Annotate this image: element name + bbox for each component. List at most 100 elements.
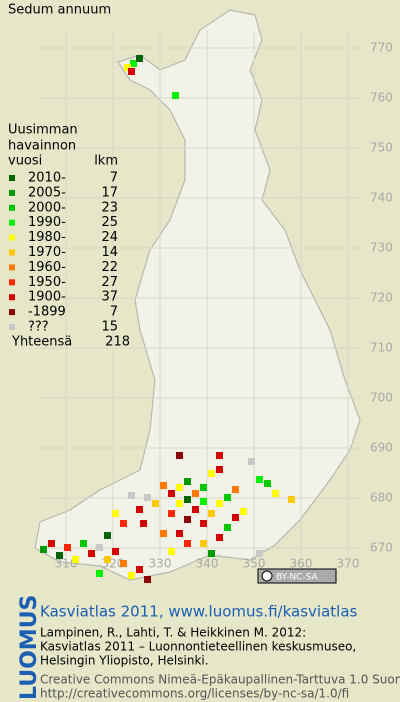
observation-square <box>152 500 159 507</box>
observation-square <box>112 548 119 555</box>
citation: Lampinen, R., Lahti, T. & Heikkinen M. 2… <box>40 626 306 640</box>
observation-square <box>272 490 279 497</box>
observation-square <box>112 510 119 517</box>
legend-count: 37 <box>101 290 118 305</box>
observation-square <box>208 550 215 557</box>
observation-square <box>144 494 151 501</box>
legend-label: 1970- <box>28 245 66 260</box>
badge-text: BY-NC-SA <box>276 573 319 583</box>
legend-count: 7 <box>110 305 118 320</box>
observation-square <box>176 530 183 537</box>
observation-square <box>200 540 207 547</box>
observation-square <box>136 506 143 513</box>
observation-square <box>72 556 79 563</box>
license-badge: BY-NC-SA <box>257 568 337 584</box>
total-label: Yhteensä <box>11 335 72 350</box>
observation-square <box>208 470 215 477</box>
y-label: 680 <box>370 491 393 505</box>
observation-square <box>184 540 191 547</box>
observation-square <box>128 68 135 75</box>
observation-square <box>200 520 207 527</box>
legend-swatch <box>9 189 15 196</box>
finland-outline <box>34 9 361 581</box>
observation-square <box>216 500 223 507</box>
observation-square <box>232 486 239 493</box>
observation-square <box>168 548 175 555</box>
observation-square <box>88 550 95 557</box>
total-count: 218 <box>105 335 130 350</box>
observation-square <box>130 60 137 67</box>
x-label: 360 <box>290 557 313 571</box>
observation-square <box>168 510 175 517</box>
observation-square <box>256 550 263 557</box>
legend-heading: havainnon <box>8 139 76 154</box>
observation-square <box>248 458 255 465</box>
observation-square <box>160 530 167 537</box>
citation: Kasviatlas 2011 – Luonnontieteellinen ke… <box>40 640 356 654</box>
observation-square <box>264 480 271 487</box>
observations <box>40 55 295 583</box>
legend-swatch <box>9 264 15 271</box>
x-label: 370 <box>337 557 360 571</box>
observation-square <box>96 570 103 577</box>
y-label: 720 <box>370 291 393 305</box>
observation-square <box>216 534 223 541</box>
observation-square <box>136 55 143 62</box>
legend-label: 2010- <box>28 171 66 186</box>
y-label: 710 <box>370 341 393 355</box>
legend-count: 27 <box>101 275 118 290</box>
observation-square <box>224 494 231 501</box>
observation-square <box>256 476 263 483</box>
observation-square <box>224 524 231 531</box>
legend-count: 24 <box>101 230 118 245</box>
observation-square <box>128 572 135 579</box>
observation-square <box>160 482 167 489</box>
legend-label: ??? <box>28 320 49 335</box>
observation-square <box>136 566 143 573</box>
observation-square <box>176 500 183 507</box>
legend-label: 1950- <box>28 275 66 290</box>
license-text: Creative Commons Nimeä-Epäkaupallinen-Ta… <box>40 673 400 687</box>
legend-label: -1899 <box>28 305 66 320</box>
legend-count: 15 <box>101 320 118 335</box>
observation-square <box>144 576 151 583</box>
observation-square <box>104 532 111 539</box>
legend-swatch <box>9 249 15 256</box>
legend-count: 17 <box>101 185 118 200</box>
observation-square <box>184 496 191 503</box>
observation-square <box>176 484 183 491</box>
observation-square <box>104 556 111 563</box>
observation-square <box>208 510 215 517</box>
legend-count: 25 <box>101 215 118 230</box>
species-title: Sedum annuum <box>8 3 111 18</box>
legend-count: 23 <box>101 200 118 215</box>
legend-label: 1980- <box>28 230 66 245</box>
observation-square <box>192 506 199 513</box>
observation-square <box>80 540 87 547</box>
legend-label: 1960- <box>28 260 66 275</box>
observation-square <box>176 452 183 459</box>
badge-box <box>257 568 337 584</box>
observation-square <box>216 452 223 459</box>
observation-square <box>192 490 199 497</box>
legend-column: lkm <box>94 154 118 169</box>
license-text: http://creativecommons.org/licenses/by-n… <box>40 687 349 701</box>
legend-count: 7 <box>110 171 118 186</box>
observation-square <box>184 478 191 485</box>
observation-square <box>168 490 175 497</box>
y-label: 750 <box>370 141 393 155</box>
legend-count: 14 <box>101 245 118 260</box>
observation-square <box>288 496 295 503</box>
cc-icon <box>261 570 273 582</box>
y-label: 700 <box>370 391 393 405</box>
legend-swatch <box>9 324 15 330</box>
y-label: 770 <box>370 41 393 55</box>
observation-square <box>40 546 47 553</box>
x-label: 310 <box>55 557 78 571</box>
citation: Helsingin Yliopisto, Helsinki. <box>40 654 209 668</box>
observation-square <box>240 508 247 515</box>
observation-square <box>172 92 179 99</box>
observation-square <box>120 520 127 527</box>
observation-square <box>48 540 55 547</box>
